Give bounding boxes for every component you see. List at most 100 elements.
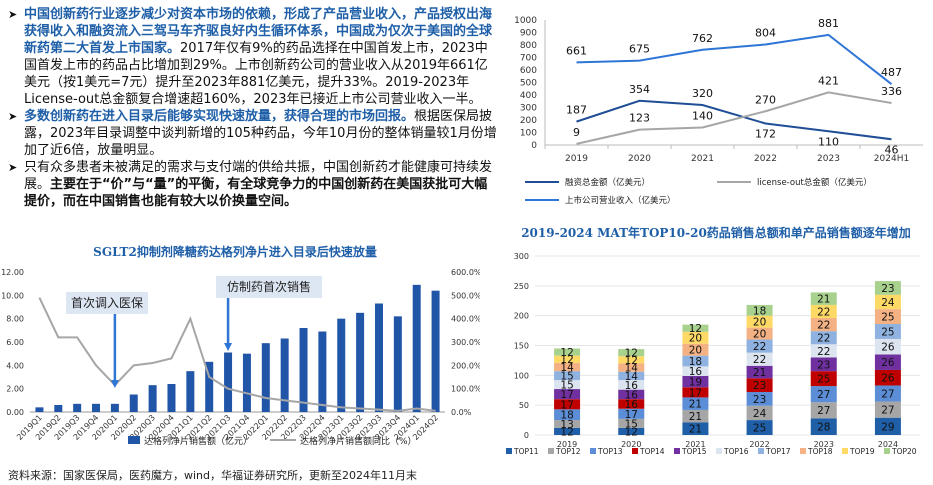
stack-segment	[810, 371, 837, 387]
stack-segment	[682, 387, 709, 398]
legend-label: TOP15	[681, 447, 707, 456]
y-tick-label: 2.00	[6, 385, 24, 394]
stack-segment	[874, 369, 901, 386]
stack-segment	[810, 318, 837, 332]
legend-swatch	[800, 448, 806, 454]
segment-label: 12	[560, 354, 573, 366]
legend-label: TOP17	[765, 447, 791, 456]
stack-segment	[554, 371, 581, 381]
legend-label: TOP11	[513, 447, 539, 456]
y2-tick-label: 400.0%	[451, 315, 480, 324]
stack-segment	[682, 331, 709, 344]
bullet-2: ➤ 多数创新药在进入目录后能够实现快速放量，获得合理的市场回报。根据医保局披露，…	[8, 108, 498, 159]
segment-label: 13	[560, 419, 573, 431]
stack-segment	[746, 327, 773, 340]
bar	[412, 284, 421, 412]
y-tick-label: 100	[520, 129, 537, 139]
x-tick-label: 2021	[691, 154, 714, 164]
bar	[337, 318, 346, 412]
segment-label: 17	[560, 389, 573, 401]
bar	[205, 361, 214, 412]
stack-segment	[810, 331, 837, 345]
bar	[35, 407, 44, 412]
segment-label: 29	[881, 421, 894, 433]
stack-segment	[682, 397, 709, 410]
segment-label: 17	[560, 399, 573, 411]
data-label: 110	[818, 135, 839, 148]
segment-label: 18	[753, 305, 766, 317]
stack-segment	[810, 386, 837, 403]
stack-segment	[554, 409, 581, 421]
segment-label: 14	[625, 371, 639, 383]
segment-label: 25	[881, 326, 894, 338]
segment-label: 15	[560, 371, 573, 383]
arrow-bullet-icon: ➤	[8, 8, 18, 21]
segment-label: 21	[689, 424, 702, 436]
stack-segment	[874, 338, 901, 355]
y-tick-label: 500	[520, 79, 537, 89]
segment-label: 26	[881, 373, 895, 385]
stack-segment	[682, 366, 709, 376]
segment-label: 16	[625, 380, 639, 392]
y2-tick-label: 300.0%	[451, 338, 480, 347]
legend-label: TOP14	[639, 447, 665, 456]
segment-label: 23	[753, 380, 766, 392]
data-label: 762	[692, 32, 713, 45]
y-tick-label: 4.00	[6, 361, 24, 370]
stack-segment	[746, 392, 773, 406]
x-tick-label: 2022	[749, 440, 769, 449]
segment-label: 27	[881, 405, 894, 417]
stack-segment	[746, 405, 773, 421]
segment-label: 15	[625, 418, 638, 430]
segment-label: 27	[817, 389, 830, 401]
segment-label: 20	[753, 317, 766, 329]
data-label: 9	[573, 126, 580, 139]
bar	[374, 303, 383, 412]
segment-label: 22	[817, 306, 830, 318]
yoy-line	[38, 297, 436, 412]
stack-segment	[618, 349, 645, 357]
segment-label: 20	[689, 333, 702, 345]
segment-label: 12	[625, 355, 638, 367]
arrow-bullet-icon: ➤	[8, 110, 18, 123]
legend-swatch	[758, 448, 764, 454]
bar	[110, 403, 119, 412]
y-tick-label: 800	[520, 41, 537, 51]
legend-label: TOP13	[597, 447, 623, 456]
bar	[242, 353, 251, 412]
bullet-3: ➤ 只有众多患者未被满足的需求与支付端的供给共振，中国创新药才能健康可持续发展。…	[8, 159, 498, 210]
stack-segment	[682, 409, 709, 423]
data-label: 140	[692, 110, 713, 123]
arrow-head-icon	[110, 380, 119, 388]
stack-segment	[874, 324, 901, 339]
segment-label: 22	[753, 341, 766, 353]
data-label: 123	[629, 112, 650, 125]
stack-segment	[746, 315, 773, 328]
stack-segment	[746, 339, 773, 353]
x-tick-label: 2019	[557, 440, 577, 449]
y-tick-label: 0.00	[6, 408, 24, 417]
segment-label: 22	[817, 333, 830, 345]
bar	[299, 328, 308, 412]
data-label: 881	[818, 17, 839, 30]
segment-label: 18	[689, 356, 702, 368]
segment-label: 21	[689, 399, 702, 411]
bullet-3-body: 只有众多患者未被满足的需求与支付端的供给共振，中国创新药才能健康可持续发展。	[24, 160, 493, 192]
segment-label: 27	[881, 389, 894, 401]
legend-label: TOP16	[723, 447, 749, 456]
legend-label: 达格列净片销售额（亿元）	[144, 435, 252, 447]
segment-label: 26	[881, 357, 895, 369]
stack-segment	[810, 402, 837, 419]
stack-segment	[810, 344, 837, 358]
segment-label: 24	[881, 297, 895, 309]
y-tick-label: 50	[519, 401, 529, 410]
arrow-head-icon	[224, 343, 233, 351]
bar	[54, 405, 63, 412]
bar	[261, 343, 270, 412]
legend-label: TOP20	[891, 447, 917, 456]
bullet-3-emphasis: 主要在于“价”与“量”的平衡，有全球竞争力的中国创新药在美国获批可大幅提价，而在…	[24, 177, 488, 209]
segment-label: 22	[817, 346, 830, 358]
y-tick-label: 900	[520, 29, 537, 39]
y-tick-label: 1000	[514, 16, 537, 26]
data-label: 354	[629, 83, 650, 96]
